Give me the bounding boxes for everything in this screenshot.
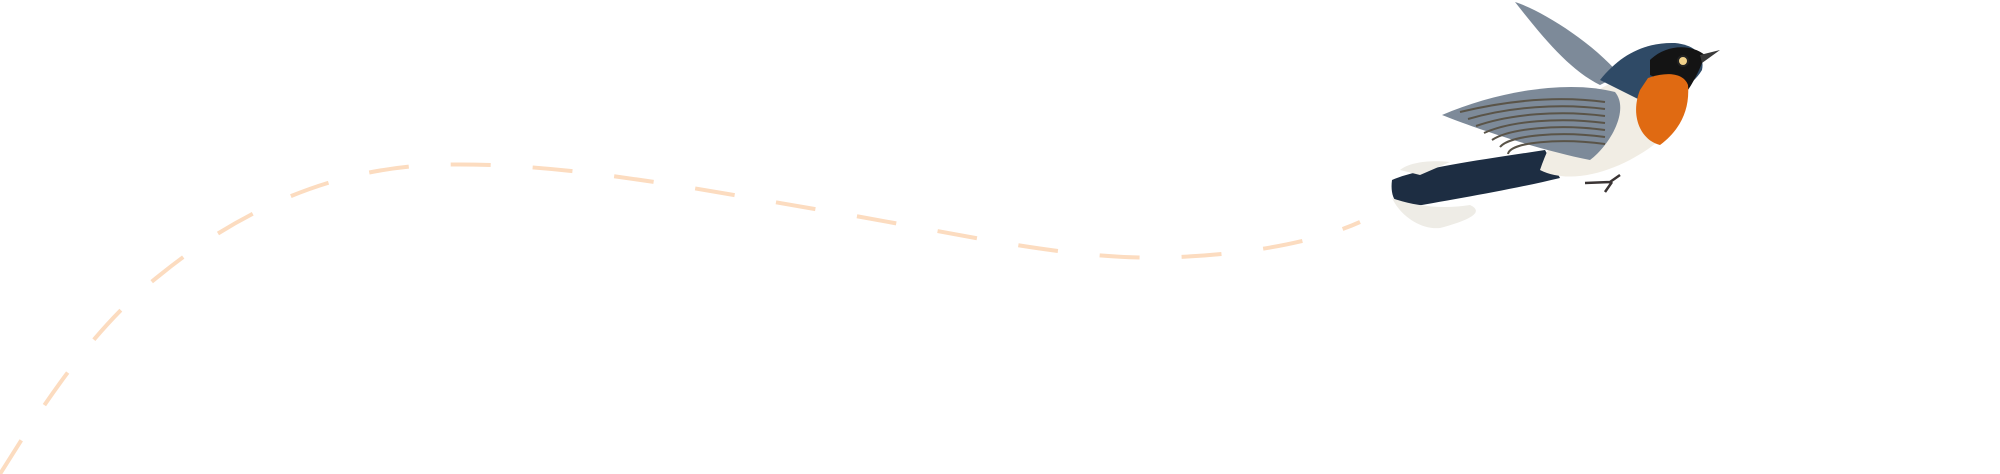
wing-feather (1483, 119, 1606, 134)
bird-tail (1391, 150, 1560, 208)
bird-throat (1636, 74, 1689, 145)
wing-feather (1499, 133, 1606, 148)
bird-beak (1700, 50, 1720, 63)
bird-foot (1584, 173, 1621, 193)
wing-feather (1475, 112, 1606, 127)
wing-feather (1467, 105, 1606, 120)
bird-illustration (1391, 2, 1720, 229)
bird-wing (1442, 86, 1621, 160)
bird-tail-tip (1392, 198, 1476, 229)
bird-mask (1650, 47, 1705, 100)
wing-feather (1491, 126, 1606, 141)
bird-upper-wing (1515, 2, 1620, 85)
bird-tail-tip-top (1400, 161, 1450, 175)
wing-feather (1459, 98, 1606, 113)
wing-stripes (1459, 98, 1606, 155)
bird-eye (1677, 55, 1689, 67)
wing-feather (1507, 140, 1606, 155)
dashed-flight-path (0, 162, 1361, 474)
